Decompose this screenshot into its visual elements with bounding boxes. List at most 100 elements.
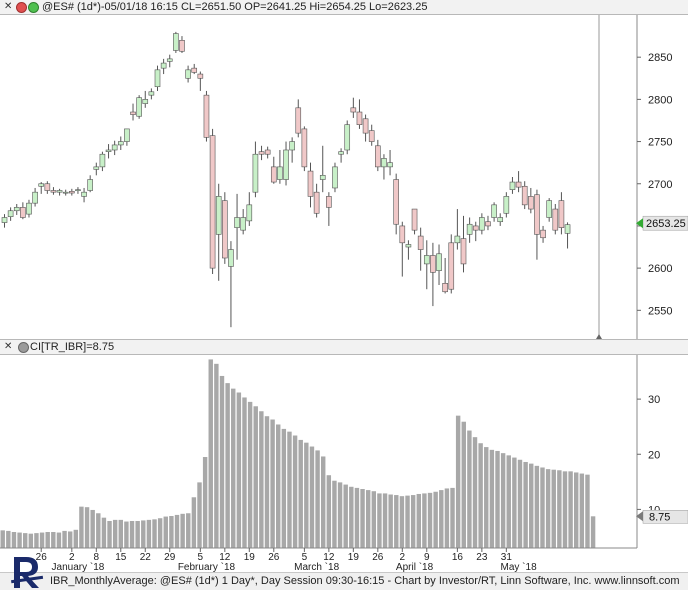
x-tick-label: 19 (244, 552, 256, 563)
candle-body (460, 238, 467, 265)
indicator-bar (467, 430, 472, 548)
candle-body (277, 166, 283, 180)
indicator-chart[interactable]: 102030 26281522295121926512192629162331J… (0, 355, 688, 572)
indicator-bar (96, 513, 101, 548)
candle-body (234, 217, 240, 228)
candle (166, 54, 173, 68)
candle-body (405, 244, 412, 248)
indicator-bar (0, 530, 5, 548)
candle-body (38, 183, 45, 187)
candle-body (344, 124, 351, 151)
indicator-bar (180, 513, 185, 548)
candle (228, 241, 234, 328)
indicator-panel-titlebar: ✕ CI[TR_IBR]=8.75 (0, 339, 688, 355)
candle-body (142, 99, 149, 104)
indicator-bar (202, 457, 208, 548)
indicator-bar (422, 493, 427, 548)
status-footer: IBR_MonthlyAverage: @ES# (1d*) 1 Day*, D… (0, 557, 688, 590)
candle-body (20, 207, 26, 218)
price-y-tick-label: 2750 (648, 137, 672, 149)
indicator-bar (84, 507, 90, 548)
indicator-bar (146, 519, 152, 548)
candle (362, 114, 369, 142)
candle (124, 128, 130, 146)
candle-body (528, 196, 534, 210)
candle-body (93, 166, 100, 170)
candle (69, 188, 75, 196)
price-chart[interactable]: 2550260026502700275028002850 2653.25 (0, 15, 688, 339)
candle (466, 217, 473, 243)
indicator-bar (62, 530, 67, 548)
candle (528, 187, 534, 214)
candle (136, 95, 142, 119)
candle-body (99, 153, 106, 168)
price-y-tick-label: 2700 (648, 179, 672, 191)
candle (326, 192, 332, 226)
green-dot-icon[interactable] (28, 2, 39, 13)
indicator-bar (410, 495, 416, 548)
candle (234, 193, 240, 260)
candle-body (136, 97, 142, 117)
candle-body (215, 196, 222, 235)
indicator-bar (433, 491, 438, 548)
indicator-bar (377, 493, 382, 548)
x-tick-label: 15 (115, 552, 127, 563)
candle (215, 183, 222, 281)
candle (87, 175, 93, 193)
indicator-bar (394, 495, 399, 548)
indicator-bar (574, 472, 579, 548)
indicator-bar (309, 446, 315, 548)
candle (368, 124, 375, 146)
indicator-y-tick-label: 30 (648, 394, 660, 406)
red-dot-icon[interactable] (16, 2, 27, 13)
indicator-bar (292, 435, 298, 548)
candle-body (375, 145, 381, 168)
candle-body (289, 141, 295, 151)
close-icon[interactable]: ✕ (4, 1, 13, 12)
indicator-bar (157, 518, 163, 548)
candle (240, 209, 246, 235)
candle (258, 145, 265, 161)
indicator-bar (354, 487, 360, 548)
indicator-bar (399, 496, 405, 548)
indicator-bar (51, 532, 56, 548)
indicator-bar (186, 513, 191, 548)
indicator-bar (259, 411, 264, 548)
candle-body (87, 179, 93, 191)
indicator-bar (67, 531, 73, 548)
indicator-bar (315, 450, 320, 548)
close-icon[interactable]: ✕ (4, 341, 13, 352)
candle-body (479, 217, 485, 231)
candle-body (362, 118, 369, 134)
indicator-bar (579, 473, 585, 548)
indicator-bar (90, 509, 95, 548)
candle-body (436, 253, 442, 271)
candle (356, 99, 363, 129)
x-month-label: May `18 (501, 561, 538, 572)
indicator-bar (517, 459, 523, 548)
candle (546, 198, 552, 222)
indicator-bar (112, 519, 118, 548)
price-y-tick-label: 2850 (648, 52, 672, 64)
gray-dot-icon[interactable] (18, 342, 29, 353)
price-panel-title: @ES# (1d*)-05/01/18 16:15 CL=2651.50 OP=… (42, 1, 428, 13)
candle (26, 199, 32, 218)
indicator-bar (450, 487, 455, 548)
candle (558, 192, 565, 235)
candle-body (515, 181, 522, 188)
candle (160, 58, 167, 75)
candle (442, 258, 448, 294)
indicator-bar (484, 447, 489, 548)
candle (179, 36, 185, 53)
candle-body (7, 210, 14, 217)
indicator-bar (22, 533, 28, 548)
indicator-bar (163, 516, 168, 548)
indicator-bar (6, 530, 11, 548)
candle-body (540, 229, 546, 239)
x-month-label: February `18 (178, 561, 236, 572)
indicator-bar (332, 480, 337, 548)
price-last-label-group: 2653.25 (636, 215, 688, 231)
candle-body (503, 196, 510, 214)
candle (540, 225, 546, 243)
candle (319, 145, 326, 193)
